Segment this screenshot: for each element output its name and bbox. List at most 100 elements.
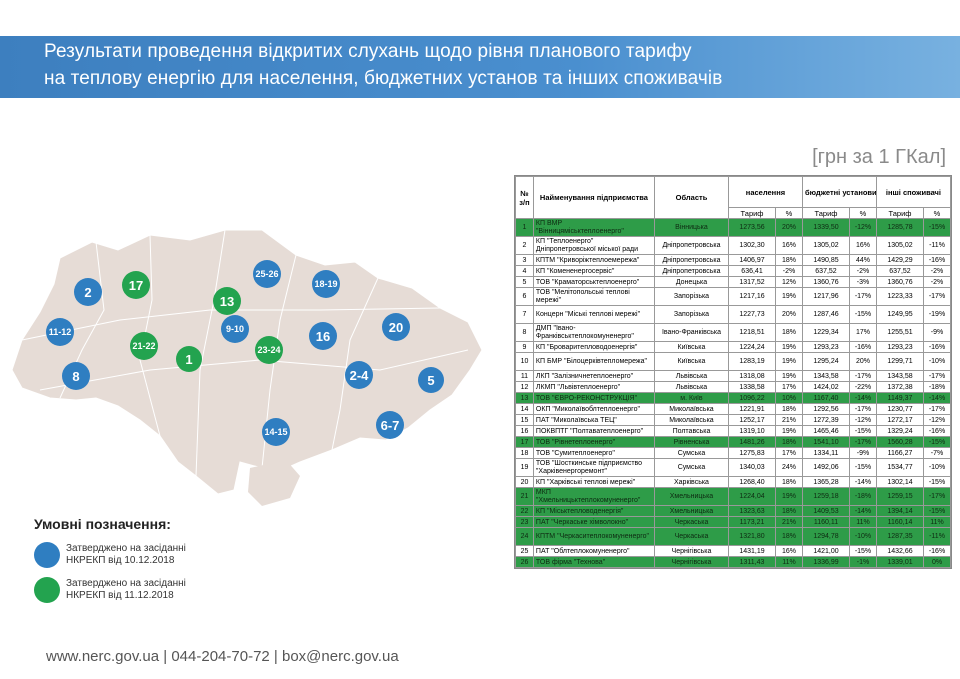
- cell-p2: -14%: [849, 476, 877, 488]
- cell-t1: 1323,63: [727, 505, 777, 517]
- cell-p1: 11%: [775, 556, 803, 568]
- badge-label: 5: [427, 372, 435, 388]
- cell-name: ТОВ "Краматорськтеплоенерго": [532, 276, 655, 288]
- cell-t2: 1259,18: [801, 487, 851, 506]
- cell-region: Рівненська: [653, 436, 729, 448]
- badge-label: 25-26: [255, 269, 279, 279]
- header-num: № з/п: [515, 176, 534, 219]
- cell-region: Дніпропетровська: [653, 236, 729, 255]
- cell-region: Черкаська: [653, 527, 729, 546]
- cell-region: Сумська: [653, 458, 729, 477]
- cell-region: Донецька: [653, 276, 729, 288]
- header-region: Область: [653, 176, 729, 219]
- title-line-2: на теплову енергію для населення, бюджет…: [44, 68, 723, 89]
- map-badge-5: 5: [418, 367, 444, 393]
- cell-t3: 1249,95: [875, 305, 925, 324]
- cell-t3: 1293,23: [875, 341, 925, 353]
- cell-p2: -1%: [849, 556, 877, 568]
- table-row: 22 КП "Міськтепловоденергія" Хмельницька 13…: [515, 505, 951, 517]
- cell-n: 18: [515, 447, 534, 459]
- cell-t1: 1302,30: [727, 236, 777, 255]
- cell-region: Чернігівська: [653, 556, 729, 568]
- badge-label: 13: [219, 293, 235, 309]
- cell-t2: 1287,46: [801, 305, 851, 324]
- title-banner: Результати проведення відкритих слухань …: [0, 36, 960, 98]
- cell-p2: 17%: [849, 323, 877, 342]
- cell-p2: -17%: [849, 370, 877, 382]
- cell-n: 11: [515, 370, 534, 382]
- cell-t3: 1166,27: [875, 447, 925, 459]
- cell-p1: 21%: [775, 516, 803, 528]
- cell-p1: 19%: [775, 287, 803, 306]
- cell-t3: 1259,15: [875, 487, 925, 506]
- cell-p2: -16%: [849, 341, 877, 353]
- cell-name: ТОВ "Шосткинське підприємство "Харківене…: [532, 458, 655, 477]
- cell-n: 19: [515, 458, 534, 477]
- cell-p2: -10%: [849, 527, 877, 546]
- cell-t2: 1167,40: [801, 392, 851, 404]
- cell-t1: 1227,73: [727, 305, 777, 324]
- cell-n: 9: [515, 341, 534, 353]
- cell-t3: 1360,76: [875, 276, 925, 288]
- cell-t1: 1224,04: [727, 487, 777, 506]
- cell-p2: -12%: [849, 218, 877, 237]
- table-row: 12 ЛКМП "Львівтеплоенерго" Львівська 1338,5…: [515, 381, 951, 393]
- cell-p3: -15%: [923, 476, 951, 488]
- cell-t3: 1560,28: [875, 436, 925, 448]
- cell-region: Вінницька: [653, 218, 729, 237]
- cell-n: 13: [515, 392, 534, 404]
- cell-p1: 18%: [775, 527, 803, 546]
- cell-n: 14: [515, 403, 534, 415]
- cell-p3: -18%: [923, 381, 951, 393]
- table-row: 10 КП БМР "Білоцерківтепломережа" Київська…: [515, 352, 951, 371]
- table-row: 16 ПОКВПТГ "Полтаватеплоенерго" Полтавська…: [515, 425, 951, 437]
- table-row: 23 ПАТ "Черкаське хімволокно" Черкаська 117…: [515, 516, 951, 528]
- cell-p2: 11%: [849, 516, 877, 528]
- cell-t1: 1431,19: [727, 545, 777, 557]
- crimea-shape: [248, 460, 300, 506]
- cell-region: Львівська: [653, 370, 729, 382]
- table-row: 26 ТОВ фірма "Технова" Чернігівська 1311,43…: [515, 556, 951, 568]
- cell-n: 16: [515, 425, 534, 437]
- legend-green-marker: [34, 577, 60, 603]
- cell-name: ЛКМП "Львівтеплоенерго": [532, 381, 655, 393]
- table-row: 1 КП ВМР "Вінницяміськтеплоенерго" Вінниць…: [515, 218, 951, 237]
- map-badge-1: 1: [176, 346, 202, 372]
- cell-t2: 1343,58: [801, 370, 851, 382]
- cell-t2: 1293,23: [801, 341, 851, 353]
- cell-p3: -2%: [923, 276, 951, 288]
- table-row: 19 ТОВ "Шосткинське підприємство "Харківе…: [515, 458, 951, 477]
- cell-region: м. Київ: [653, 392, 729, 404]
- table-row: 17 ТОВ "Рівнетеплоенерго" Рівненська 1481,2…: [515, 436, 951, 448]
- cell-t2: 1541,10: [801, 436, 851, 448]
- cell-p3: -10%: [923, 352, 951, 371]
- cell-name: КП "Харківські теплові мережі": [532, 476, 655, 488]
- cell-name: ОКП "Миколаївоблтеплоенерго": [532, 403, 655, 415]
- map-badge-21-22: 21-22: [130, 332, 158, 360]
- cell-p1: 17%: [775, 447, 803, 459]
- cell-p2: -22%: [849, 381, 877, 393]
- map-badge-2-4: 2-4: [345, 361, 373, 389]
- badge-label: 16: [315, 328, 331, 344]
- cell-name: МКП "Хмельницьктеплокомуненерго": [532, 487, 655, 506]
- legend-green-line2: НКРЕКП від 11.12.2018: [66, 590, 174, 601]
- unit-label: [грн за 1 ГКал]: [812, 146, 946, 168]
- cell-p1: 18%: [775, 323, 803, 342]
- table-row: 8 ДМП "Івано-Франківськтеплокомуненерго" І…: [515, 323, 951, 342]
- cell-n: 25: [515, 545, 534, 557]
- map-badge-23-24: 23-24: [255, 336, 283, 364]
- cell-t3: 1372,38: [875, 381, 925, 393]
- cell-p3: -12%: [923, 414, 951, 426]
- cell-p1: -2%: [775, 265, 803, 277]
- cell-t1: 636,41: [727, 265, 777, 277]
- cell-p2: 20%: [849, 352, 877, 371]
- table-row: 14 ОКП "Миколаївоблтеплоенерго" Миколаївсь…: [515, 403, 951, 415]
- cell-t3: 1285,78: [875, 218, 925, 237]
- cell-t1: 1406,97: [727, 254, 777, 266]
- cell-p1: 19%: [775, 370, 803, 382]
- legend-blue-text: Затверджено на засіданні НКРЕКП від 10.1…: [66, 543, 186, 567]
- cell-t2: 1292,56: [801, 403, 851, 415]
- cell-p3: -15%: [923, 436, 951, 448]
- cell-p1: 19%: [775, 425, 803, 437]
- badge-label: 2: [84, 284, 92, 300]
